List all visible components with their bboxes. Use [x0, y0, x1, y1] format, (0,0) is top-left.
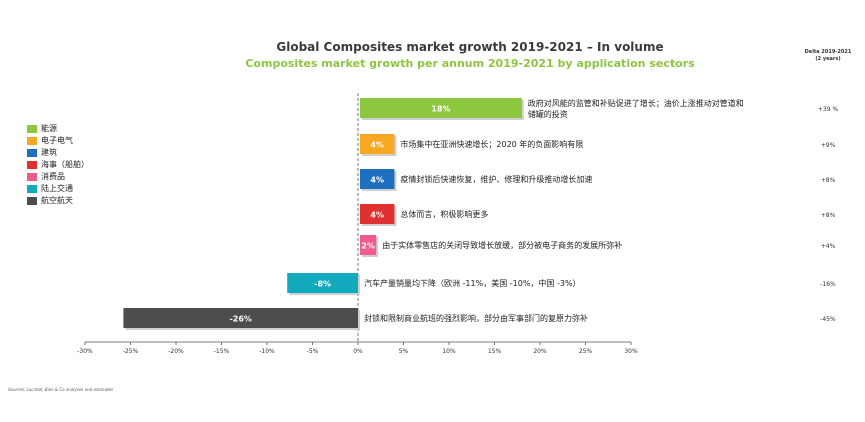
- legend-label: 建筑: [41, 148, 57, 157]
- legend-label: 电子电气: [41, 136, 73, 145]
- bar-comment: 总体而言，积极影响更多: [400, 209, 488, 219]
- legend-item: 消费品: [27, 171, 89, 183]
- delta-value: +39 %: [818, 106, 839, 113]
- delta-value: +8%: [821, 177, 836, 184]
- legend-label: 陆上交通: [41, 184, 73, 193]
- bar-comment: 政府对风能的监管和补贴促进了增长；油价上涨推动对管道和: [528, 98, 744, 108]
- legend-swatch: [27, 197, 37, 205]
- delta-value: +9%: [821, 142, 836, 149]
- delta-value: -45%: [820, 316, 836, 323]
- bar-value-label: 2%: [361, 242, 375, 251]
- legend-item: 能源: [27, 123, 89, 135]
- bar-comment: 汽车产量销量均下降（欧洲 -11%，美国 -10%，中国 -3%）: [364, 278, 581, 288]
- legend-swatch: [27, 185, 37, 193]
- legend-label: 能源: [41, 124, 57, 133]
- bar-value-label: -26%: [229, 315, 251, 324]
- delta-header-line2: (2 years): [815, 56, 841, 62]
- delta-header-line1: Delta 2019-2021: [804, 49, 852, 55]
- bar-3: [360, 204, 395, 224]
- legend-swatch: [27, 149, 37, 157]
- bar-1: [360, 134, 395, 154]
- delta-value: +4%: [821, 243, 836, 250]
- delta-value: -16%: [820, 281, 836, 288]
- x-tick-label: -10%: [259, 348, 275, 355]
- bar-value-label: 4%: [370, 211, 384, 220]
- x-tick-label: -20%: [168, 348, 184, 355]
- bar-comment: 由于实体零售店的关闭导致增长放缓，部分被电子商务的发展所弥补: [382, 240, 622, 250]
- x-tick-label: -5%: [307, 348, 319, 355]
- legend-swatch: [27, 125, 37, 133]
- legend: 能源电子电气建筑海事（船舶） 消费品陆上交通航空航天: [27, 123, 89, 207]
- bar-value-label: -8%: [314, 280, 331, 289]
- legend-item: 建筑: [27, 147, 89, 159]
- legend-swatch: [27, 173, 37, 181]
- bar-5: [287, 273, 358, 293]
- legend-item: 电子电气: [27, 135, 89, 147]
- delta-column-header: Delta 2019-2021 (2 years): [792, 49, 864, 63]
- legend-item: 陆上交通: [27, 183, 89, 195]
- delta-value: +8%: [821, 212, 836, 219]
- chart-title: Global Composites market growth 2019-202…: [276, 40, 664, 54]
- bar-2: [360, 169, 395, 189]
- legend-label: 航空航天: [41, 196, 73, 205]
- x-tick-label: 5%: [399, 348, 409, 355]
- bar-0: [360, 98, 522, 118]
- legend-item: 航空航天: [27, 195, 89, 207]
- legend-swatch: [27, 137, 37, 145]
- x-tick-label: -30%: [77, 348, 93, 355]
- chart-subtitle: Composites market growth per annum 2019-…: [245, 57, 695, 70]
- x-tick-label: -25%: [123, 348, 139, 355]
- x-tick-label: 20%: [533, 348, 547, 355]
- bar-value-label: 4%: [370, 176, 384, 185]
- legend-swatch: [27, 161, 37, 169]
- legend-label: 消费品: [41, 172, 65, 181]
- x-tick-label: 15%: [488, 348, 502, 355]
- x-tick-label: -15%: [214, 348, 230, 355]
- bar-comment: 疫情封锁后快速恢复，维护、修理和升级推动增长加速: [400, 174, 592, 184]
- bar-value-label: 18%: [431, 105, 450, 114]
- bar-comment: 市场集中在亚洲快速增长；2020 年的负面影响有限: [400, 139, 583, 149]
- bar-4: [360, 235, 377, 255]
- source-note: Sources: Lucintel, Bain & Co analyses an…: [8, 387, 114, 392]
- bar-comment: 封锁和限制商业航班的强烈影响，部分由军事部门的复原力弥补: [364, 313, 588, 323]
- bar-comment-cont: 储罐的投资: [528, 109, 568, 119]
- x-tick-label: 0%: [353, 348, 363, 355]
- x-tick-label: 30%: [624, 348, 638, 355]
- bar-6: [123, 308, 359, 328]
- bar-value-label: 4%: [370, 141, 384, 150]
- x-tick-label: 10%: [442, 348, 456, 355]
- x-tick-label: 25%: [579, 348, 593, 355]
- legend-label: 海事（船舶）: [41, 160, 89, 169]
- legend-item: 海事（船舶）: [27, 159, 89, 171]
